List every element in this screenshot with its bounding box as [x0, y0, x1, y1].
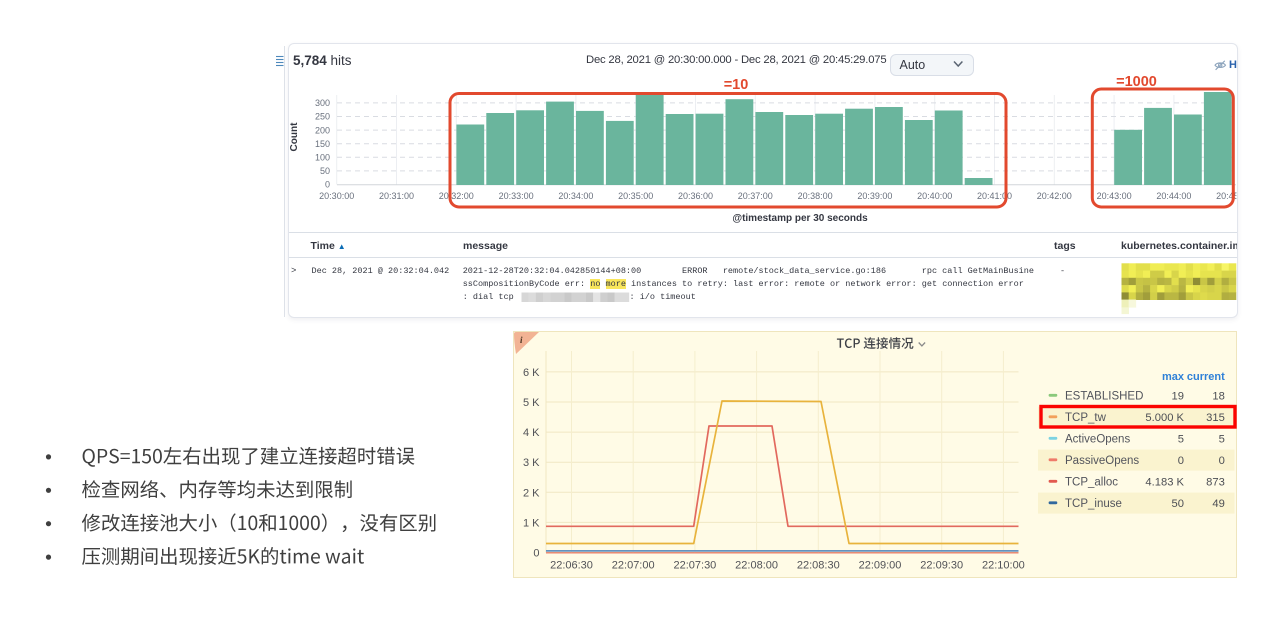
svg-text:2 K: 2 K: [523, 487, 540, 499]
svg-text:22:09:30: 22:09:30: [920, 560, 963, 572]
svg-text:22:08:30: 22:08:30: [797, 560, 840, 572]
svg-text:4.183 K: 4.183 K: [1145, 477, 1184, 489]
svg-text:49: 49: [1212, 498, 1224, 510]
svg-text:300: 300: [315, 98, 330, 108]
svg-text:20:30:00: 20:30:00: [319, 191, 354, 201]
svg-text:20:37:00: 20:37:00: [738, 191, 773, 201]
svg-text:20:31:00: 20:31:00: [379, 191, 414, 201]
svg-text:200: 200: [315, 125, 330, 135]
svg-text:18: 18: [1212, 391, 1224, 403]
svg-text:20:39:00: 20:39:00: [857, 191, 892, 201]
svg-text:19: 19: [1172, 391, 1184, 403]
svg-text:TCP_tw: TCP_tw: [1065, 412, 1107, 424]
svg-text:5: 5: [1178, 434, 1184, 446]
svg-text:=1000: =1000: [1116, 74, 1157, 90]
svg-text:20:35:00: 20:35:00: [618, 191, 653, 201]
svg-text:=10: =10: [724, 77, 749, 93]
svg-text:0: 0: [1219, 455, 1225, 467]
svg-text:20:42:00: 20:42:00: [1037, 191, 1072, 201]
svg-text:@timestamp per 30 seconds: @timestamp per 30 seconds: [732, 213, 868, 224]
svg-text:150: 150: [315, 139, 330, 149]
svg-text:22:10:00: 22:10:00: [982, 560, 1025, 572]
svg-text:22:07:30: 22:07:30: [673, 560, 716, 572]
svg-text:ActiveOpens: ActiveOpens: [1065, 434, 1130, 446]
svg-text:i: i: [520, 335, 523, 345]
svg-text:250: 250: [315, 112, 330, 122]
svg-text:22:06:30: 22:06:30: [550, 560, 593, 572]
svg-text:TCP_alloc: TCP_alloc: [1065, 477, 1118, 489]
svg-text:3 K: 3 K: [523, 457, 540, 469]
svg-text:current: current: [1187, 371, 1225, 383]
svg-text:50: 50: [320, 166, 330, 176]
svg-text:20:33:00: 20:33:00: [499, 191, 534, 201]
svg-text:max: max: [1162, 371, 1185, 383]
svg-text:0: 0: [533, 548, 539, 560]
svg-text:100: 100: [315, 153, 330, 163]
svg-text:22:08:00: 22:08:00: [735, 560, 778, 572]
svg-text:20:43:00: 20:43:00: [1097, 191, 1132, 201]
svg-text:20:34:00: 20:34:00: [558, 191, 593, 201]
svg-text:PassiveOpens: PassiveOpens: [1065, 455, 1139, 467]
svg-text:5.000 K: 5.000 K: [1145, 412, 1184, 424]
svg-text:20:36:00: 20:36:00: [678, 191, 713, 201]
svg-text:TCP_inuse: TCP_inuse: [1065, 498, 1122, 510]
svg-text:50: 50: [1172, 498, 1184, 510]
svg-text:6 K: 6 K: [523, 367, 540, 379]
svg-text:873: 873: [1206, 477, 1225, 489]
svg-text:20:32:00: 20:32:00: [439, 191, 474, 201]
svg-text:20:38:00: 20:38:00: [798, 191, 833, 201]
svg-text:0: 0: [325, 180, 330, 190]
svg-text:0: 0: [1178, 455, 1184, 467]
svg-text:5 K: 5 K: [523, 397, 540, 409]
svg-text:22:07:00: 22:07:00: [612, 560, 655, 572]
svg-text:22:09:00: 22:09:00: [859, 560, 902, 572]
svg-text:Count: Count: [289, 122, 300, 152]
svg-text:20:45:00: 20:45:00: [1216, 191, 1251, 201]
svg-text:20:41:00: 20:41:00: [977, 191, 1012, 201]
svg-text:4 K: 4 K: [523, 427, 540, 439]
svg-text:ESTABLISHED: ESTABLISHED: [1065, 391, 1143, 403]
svg-text:1 K: 1 K: [523, 517, 540, 529]
svg-text:5: 5: [1219, 434, 1225, 446]
svg-text:315: 315: [1206, 412, 1225, 424]
svg-text:20:44:00: 20:44:00: [1156, 191, 1191, 201]
svg-text:20:40:00: 20:40:00: [917, 191, 952, 201]
